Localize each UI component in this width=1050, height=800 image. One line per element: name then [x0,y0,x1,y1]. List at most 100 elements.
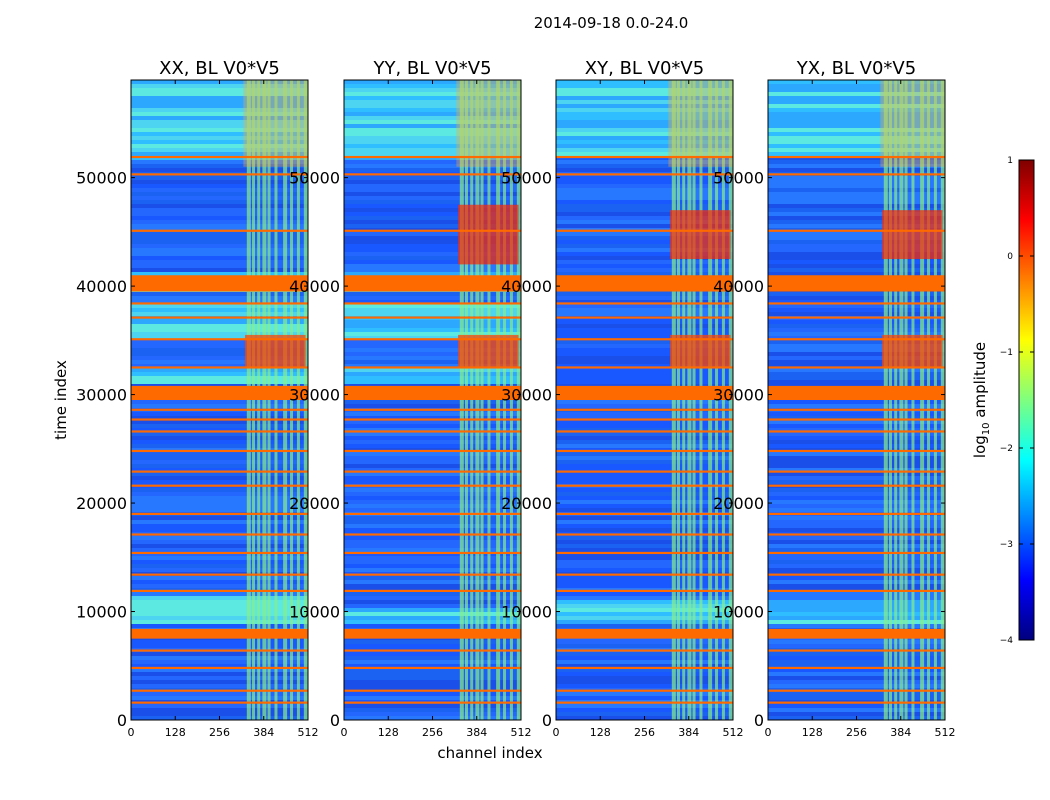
heatmap-row [344,212,521,216]
panel-3: YX, BL V0*V5 0 128 256 384 512 [765,58,956,739]
heatmap-row [768,504,945,508]
heatmap-row [768,340,945,344]
heatmap-row [344,308,521,312]
heatmap-row [768,560,945,564]
heatmap-row [344,152,521,156]
heatmap-row [556,348,733,352]
heatmap-row [556,440,733,444]
heatmap-row [344,372,521,376]
heatmap-row [131,240,308,244]
heatmap-row [768,420,945,424]
flagged-band [556,385,733,400]
heatmap-row [556,248,733,252]
heatmap-row [768,300,945,304]
heatmap-row [556,128,733,132]
flagged-band [131,533,308,536]
heatmap-row [131,444,308,448]
heatmap-row [131,596,308,600]
panel-1: YY, BL V0*V5 0 128 256 384 512 [341,58,532,739]
heatmap-row [344,180,521,184]
heatmap-row [556,500,733,504]
heatmap-row [556,592,733,596]
heatmap-row [344,360,521,364]
y-tick-label: 20000 [289,494,340,513]
colorbar-label-log: log [971,435,989,458]
heatmap-row [556,404,733,408]
heatmap-row [344,576,521,580]
heatmap-row [344,164,521,168]
heatmap-row [131,340,308,344]
x-tick-label: 256 [209,726,230,739]
heatmap-row [556,300,733,304]
heatmap-row [131,656,308,660]
heatmap-row [131,140,308,144]
heatmap-row [344,560,521,564]
heatmap-row [556,608,733,612]
heatmap-row [344,160,521,164]
heatmap-row [556,364,733,368]
heatmap-row [344,584,521,588]
flagged-band [131,649,308,652]
heatmap-row [131,708,308,712]
heatmap-row [131,456,308,460]
heatmap-row [556,528,733,532]
heatmap-row [131,504,308,508]
heatmap-row [556,244,733,248]
heatmap-row [768,236,945,240]
heatmap-row [131,124,308,128]
colorbar-tick-label: −2 [1000,444,1013,454]
heatmap-row [768,400,945,404]
heatmap-row [131,364,308,368]
heatmap-row [556,556,733,560]
heatmap-row [768,88,945,92]
heatmap-row [344,620,521,624]
flagged-band [768,470,945,473]
heatmap-row [131,236,308,240]
heatmap-row [768,296,945,300]
heatmap-row [344,92,521,96]
heatmap-row [768,412,945,416]
heatmap-row [556,188,733,192]
heatmap-row [131,300,308,304]
flagged-band [768,302,945,305]
heatmap-row [344,516,521,520]
x-tick-label: 384 [678,726,699,739]
heatmap-row [131,96,308,100]
heatmap-row [131,520,308,524]
heatmap-row [344,260,521,264]
heatmap-row [131,152,308,156]
heatmap-row [768,332,945,336]
heatmap-row [344,664,521,668]
heatmap-row [556,168,733,172]
heatmap-row [344,412,521,416]
heatmap-row [768,144,945,148]
heatmap-row [556,624,733,628]
heatmap-row [556,676,733,680]
heatmap-row [768,92,945,96]
heatmap-row [131,144,308,148]
heatmap-row [556,184,733,188]
heatmap-row [131,676,308,680]
heatmap-row [131,248,308,252]
heatmap-row [768,444,945,448]
heatmap-row [556,496,733,500]
heatmap-row [768,488,945,492]
heatmap-row [344,464,521,468]
heatmap-row [768,548,945,552]
heatmap-row [768,344,945,348]
heatmap-row [131,612,308,616]
heatmap-row [131,704,308,708]
heatmap-row [131,680,308,684]
heatmap-row [556,104,733,108]
y-tick-label: 0 [754,711,764,730]
colorbar-tick-label: 1 [1007,156,1013,166]
flagged-band [344,533,521,536]
heatmap-row [556,644,733,648]
heatmap-row [344,168,521,172]
heatmap-row [556,616,733,620]
heatmap-row [344,520,521,524]
heatmap-row [768,464,945,468]
flagged-band [768,649,945,652]
heatmap-row [131,356,308,360]
heatmap-row [768,324,945,328]
